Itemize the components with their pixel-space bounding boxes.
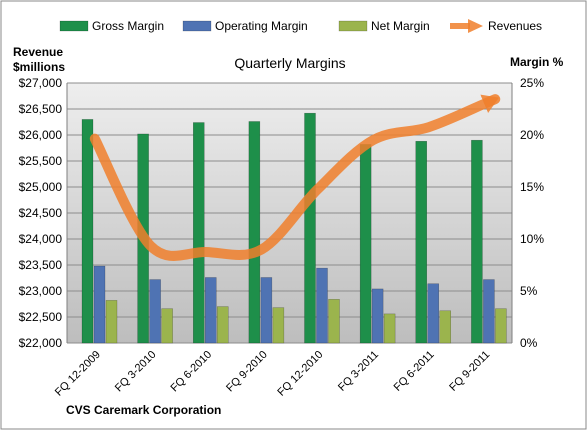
bar-net-margin <box>272 307 285 344</box>
bar-operating-margin <box>149 279 161 344</box>
bar-net-margin <box>161 308 173 344</box>
bar-net-margin <box>217 306 229 344</box>
left-tick-label: $27,000 <box>19 76 63 90</box>
legend-item: Revenues <box>450 19 542 33</box>
bar-gross-margin <box>415 140 427 344</box>
bar-net-margin <box>383 313 396 344</box>
revenue-line-group <box>89 94 501 261</box>
legend-label: Net Margin <box>371 19 430 33</box>
bar-gross-margin <box>193 122 205 344</box>
bar-gross-margin <box>248 121 261 344</box>
bar-operating-margin <box>260 277 273 344</box>
right-tick-label: 5% <box>520 284 538 298</box>
left-tick-label: $26,500 <box>19 102 63 116</box>
legend-item: Operating Margin <box>182 19 308 33</box>
right-tick-label: 15% <box>520 180 544 194</box>
left-tick-label: $23,000 <box>19 284 63 298</box>
bar-net-margin <box>495 308 507 344</box>
bar-gross-margin <box>304 112 316 344</box>
left-tick-label: $25,500 <box>19 154 63 168</box>
right-axis-label: Margin % <box>510 55 564 69</box>
legend-label: Gross Margin <box>92 19 164 33</box>
bar-operating-margin <box>371 288 384 344</box>
left-tick-label: $23,500 <box>19 258 63 272</box>
bar-gross-margin <box>471 139 483 344</box>
legend-swatch <box>182 20 212 32</box>
legend-item: Gross Margin <box>59 19 164 33</box>
legend-swatch <box>338 20 368 32</box>
bar-net-margin <box>439 310 451 344</box>
bar-net-margin <box>105 300 118 344</box>
left-axis-ticks: $22,000 $22,500 $23,000 $23,500 $24,000 $24,5… <box>19 76 63 350</box>
legend-swatch <box>59 20 89 32</box>
right-tick-label: 10% <box>520 232 544 246</box>
bar-operating-margin <box>205 277 217 344</box>
legend-item: Net Margin <box>338 19 430 33</box>
bar-gross-margin <box>81 119 94 344</box>
company-name: CVS Caremark Corporation <box>66 403 221 417</box>
left-tick-label: $24,500 <box>19 206 63 220</box>
right-tick-label: 25% <box>520 76 544 90</box>
left-tick-label: $24,000 <box>19 232 63 246</box>
bar-net-margin <box>328 299 340 344</box>
left-axis-label-line2: $millions <box>13 60 65 74</box>
chart-title: Quarterly Margins <box>234 55 345 71</box>
left-tick-label: $22,500 <box>19 310 63 324</box>
right-tick-label: 20% <box>520 128 544 142</box>
legend-arrow-icon <box>468 19 483 33</box>
legend-label: Operating Margin <box>215 19 308 33</box>
left-tick-label: $25,000 <box>19 180 63 194</box>
bar-gross-margin <box>359 144 372 344</box>
left-tick-label: $22,000 <box>19 336 63 350</box>
right-axis-ticks: 0% 5% 10% 15% 20% 25% <box>520 76 544 350</box>
left-axis-label-line1: Revenue <box>13 45 63 59</box>
bar-operating-margin <box>316 267 328 344</box>
bar-operating-margin <box>483 279 495 344</box>
legend-label: Revenues <box>488 19 542 33</box>
bar-operating-margin <box>427 283 439 344</box>
legend: Gross Margin Operating Margin Net Margin Re… <box>59 19 542 33</box>
left-tick-label: $26,000 <box>19 128 63 142</box>
right-tick-label: 0% <box>520 336 538 350</box>
bar-operating-margin <box>93 265 106 344</box>
revenues-line <box>89 94 501 261</box>
